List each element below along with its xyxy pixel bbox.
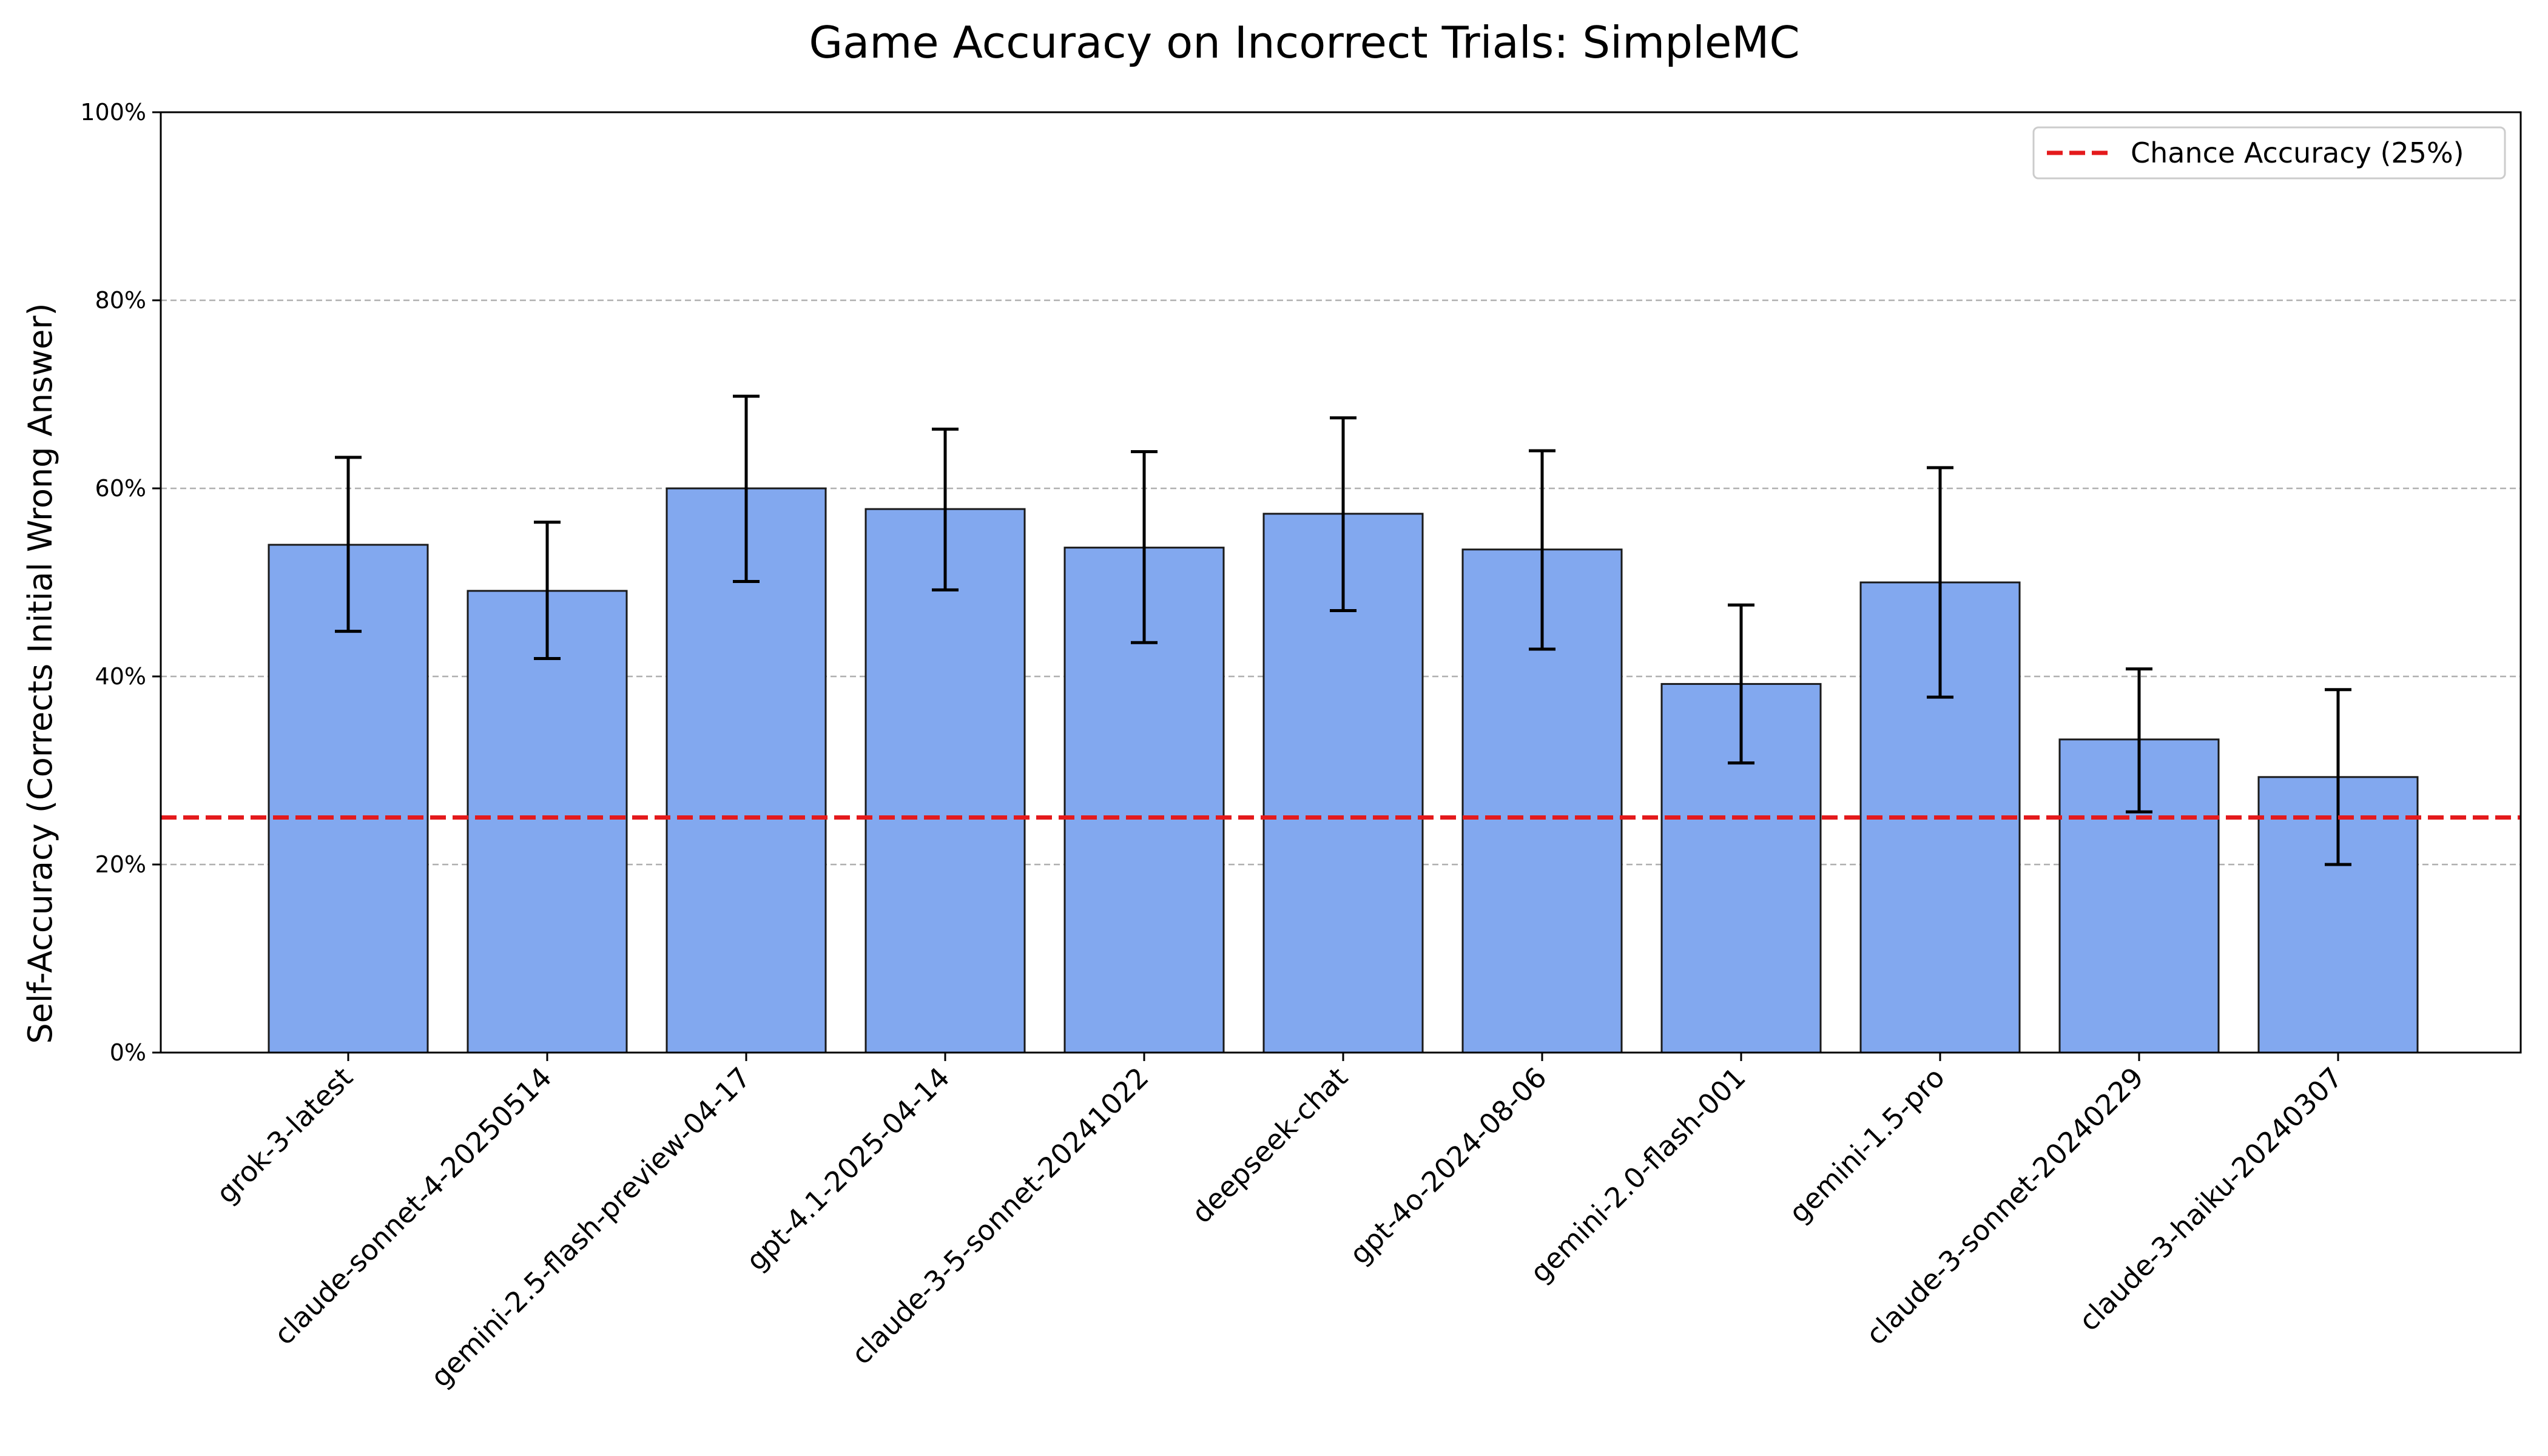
y-tick-label: 20%: [95, 851, 146, 878]
bar: [864, 508, 1026, 1054]
x-tick-label: gemini-2.5-flash-preview-04-17: [424, 1061, 757, 1394]
bar: [467, 590, 628, 1054]
chart-title: Game Accuracy on Incorrect Trials: Simpl…: [809, 17, 1799, 68]
legend-label: Chance Accuracy (25%): [2131, 136, 2464, 169]
y-tick-label: 0%: [110, 1039, 146, 1066]
plot-frame: [160, 111, 2522, 1054]
y-axis-label: Self-Accuracy (Corrects Initial Wrong An…: [21, 303, 59, 1043]
y-tick-label: 40%: [95, 663, 146, 690]
x-tick-label: gpt-4o-2024-08-06: [1343, 1061, 1553, 1271]
y-tick-label: 60%: [95, 475, 146, 502]
x-tick-label: deepseek-chat: [1185, 1061, 1354, 1230]
legend: Chance Accuracy (25%): [2032, 126, 2506, 180]
legend-box: [2032, 126, 2506, 180]
x-tick-label: gemini-2.0-flash-001: [1524, 1061, 1752, 1289]
bars: [268, 394, 2419, 1054]
x-tick-label: grok-3-latest: [210, 1061, 359, 1210]
x-tick-label: gpt-4.1-2025-04-14: [740, 1061, 956, 1277]
x-tick-label: gemini-1.5-pro: [1782, 1061, 1951, 1230]
y-tick-label: 80%: [95, 287, 146, 314]
y-tick-label: 100%: [80, 99, 146, 126]
